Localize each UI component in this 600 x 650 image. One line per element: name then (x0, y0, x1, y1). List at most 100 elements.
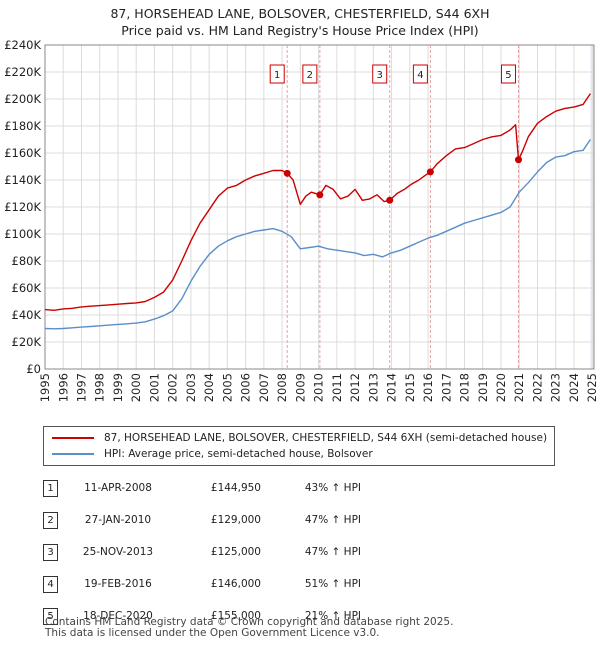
sale-hpi-diff: 47% ↑ HPI (304, 514, 361, 526)
x-tick-label: 2009 (293, 373, 307, 402)
sale-number-label: 2 (307, 70, 313, 81)
legend-label-property: 87, HORSEHEAD LANE, BOLSOVER, CHESTERFIE… (104, 432, 548, 444)
x-tick-label: 1997 (75, 373, 89, 402)
hpi-series-line (44, 139, 591, 330)
x-tick-label: 2006 (239, 373, 253, 402)
sale-date: 18-DEC-2020 (83, 610, 153, 622)
sale-number-label: 3 (377, 70, 383, 81)
x-tick-label: 1999 (111, 373, 125, 402)
sale-number-label: 1 (274, 70, 280, 81)
x-tick-label: 2021 (512, 373, 526, 402)
x-tick-label: 2016 (421, 373, 435, 402)
legend-swatch-property (52, 437, 94, 439)
x-tick-label: 1998 (93, 373, 107, 402)
footer-licence: This data is licensed under the Open Gov… (45, 627, 380, 639)
property-series-line (44, 93, 591, 311)
x-tick-label: 2025 (585, 373, 599, 402)
sale-hpi-diff: 43% ↑ HPI (304, 482, 361, 494)
sale-number-badge: 3 (43, 543, 58, 561)
y-tick-label: £80K (12, 254, 42, 268)
y-tick-label: £160K (4, 146, 41, 160)
y-tick-label: £140K (4, 173, 41, 187)
footer-copyright: Contains HM Land Registry data © Crown c… (45, 616, 454, 628)
x-tick-label: 2022 (530, 373, 544, 402)
legend-item-property: 87, HORSEHEAD LANE, BOLSOVER, CHESTERFIE… (52, 430, 547, 446)
chart-title-block: 87, HORSEHEAD LANE, BOLSOVER, CHESTERFIE… (0, 5, 600, 39)
sale-price: £155,000 (210, 610, 261, 622)
x-tick-label: 2024 (567, 373, 581, 402)
sale-number-label: 4 (417, 70, 423, 81)
table-row: 3 25-NOV-2013 £125,000 47% ↑ HPI (43, 536, 361, 568)
y-tick-label: £180K (4, 119, 41, 133)
x-tick-label: 2015 (403, 373, 417, 402)
chart-title: 87, HORSEHEAD LANE, BOLSOVER, CHESTERFIE… (110, 6, 490, 21)
sale-price: £129,000 (210, 514, 261, 526)
y-tick-label: £20K (12, 335, 42, 349)
chart-subtitle: Price paid vs. HM Land Registry's House … (121, 23, 479, 38)
table-row: 2 27-JAN-2010 £129,000 47% ↑ HPI (43, 504, 361, 536)
y-tick-label: £100K (4, 227, 41, 241)
x-tick-label: 2004 (202, 373, 216, 402)
x-tick-label: 2012 (348, 373, 362, 402)
x-tick-label: 2018 (458, 373, 472, 402)
sale-price: £125,000 (210, 546, 261, 558)
sale-date: 19-FEB-2016 (84, 578, 152, 590)
sale-date: 25-NOV-2013 (82, 546, 154, 558)
x-tick-label: 2003 (184, 373, 198, 402)
x-tick-label: 1995 (38, 373, 52, 402)
sale-number-label: 5 (505, 70, 511, 81)
x-tick-label: 2001 (147, 373, 161, 402)
legend: 87, HORSEHEAD LANE, BOLSOVER, CHESTERFIE… (43, 426, 555, 466)
sale-number-box (372, 64, 388, 84)
table-row: 4 19-FEB-2016 £146,000 51% ↑ HPI (43, 568, 361, 600)
price-chart: £0 £20K £40K £60K £80K £100K £120K £140K £160K £1… (4, 38, 599, 402)
sale-point (514, 156, 522, 164)
x-tick-label: 2023 (549, 373, 563, 402)
x-tick-label: 2019 (476, 373, 490, 402)
sale-point (386, 196, 394, 204)
y-tick-label: £120K (4, 200, 41, 214)
x-tick-label: 2002 (166, 373, 180, 402)
sale-number-box (302, 64, 318, 84)
footer: Contains HM Land Registry data © Crown c… (45, 617, 453, 639)
sale-date: 27-JAN-2010 (84, 514, 152, 526)
sale-number-box (500, 64, 516, 84)
x-tick-label: 2005 (220, 373, 234, 402)
x-tick-label: 2008 (275, 373, 289, 402)
sale-number-box (269, 64, 285, 84)
y-tick-label: £60K (12, 281, 42, 295)
sale-hpi-diff: 51% ↑ HPI (304, 578, 361, 590)
x-tick-label: 2011 (330, 373, 344, 402)
sale-price: £146,000 (210, 578, 261, 590)
x-tick-label: 2007 (257, 373, 271, 402)
table-row: 1 11-APR-2008 £144,950 43% ↑ HPI (43, 472, 361, 504)
sales-table: 1 11-APR-2008 £144,950 43% ↑ HPI 2 27-JA… (43, 472, 361, 632)
table-row: 5 18-DEC-2020 £155,000 21% ↑ HPI (43, 600, 361, 632)
sale-price: £144,950 (210, 482, 261, 494)
legend-label-hpi: HPI: Average price, semi-detached house,… (104, 448, 373, 460)
sale-hpi-diff: 47% ↑ HPI (304, 546, 361, 558)
legend-swatch-hpi (52, 453, 94, 455)
sale-number-badge: 5 (43, 607, 58, 625)
y-tick-label: £40K (12, 308, 42, 322)
x-tick-label: 2000 (129, 373, 143, 402)
x-tick-label: 2020 (494, 373, 508, 402)
y-tick-label: £200K (4, 92, 41, 106)
sale-point (316, 191, 324, 199)
x-tick-label: 2014 (385, 373, 399, 402)
y-tick-label: £240K (4, 38, 41, 52)
sale-date: 11-APR-2008 (84, 482, 152, 494)
sale-point (426, 168, 434, 176)
sale-number-badge: 2 (43, 511, 58, 529)
legend-item-hpi: HPI: Average price, semi-detached house,… (52, 446, 373, 462)
x-tick-label: 2017 (439, 373, 453, 402)
sale-hpi-diff: 21% ↑ HPI (304, 610, 361, 622)
y-tick-label: £0 (26, 362, 41, 376)
sale-number-box (412, 64, 428, 84)
sale-number-badge: 4 (43, 575, 58, 593)
x-tick-label: 2013 (366, 373, 380, 402)
x-tick-label: 1996 (56, 373, 70, 402)
sale-number-badge: 1 (43, 479, 58, 497)
sale-point (283, 169, 291, 177)
x-tick-label: 2010 (312, 373, 326, 402)
